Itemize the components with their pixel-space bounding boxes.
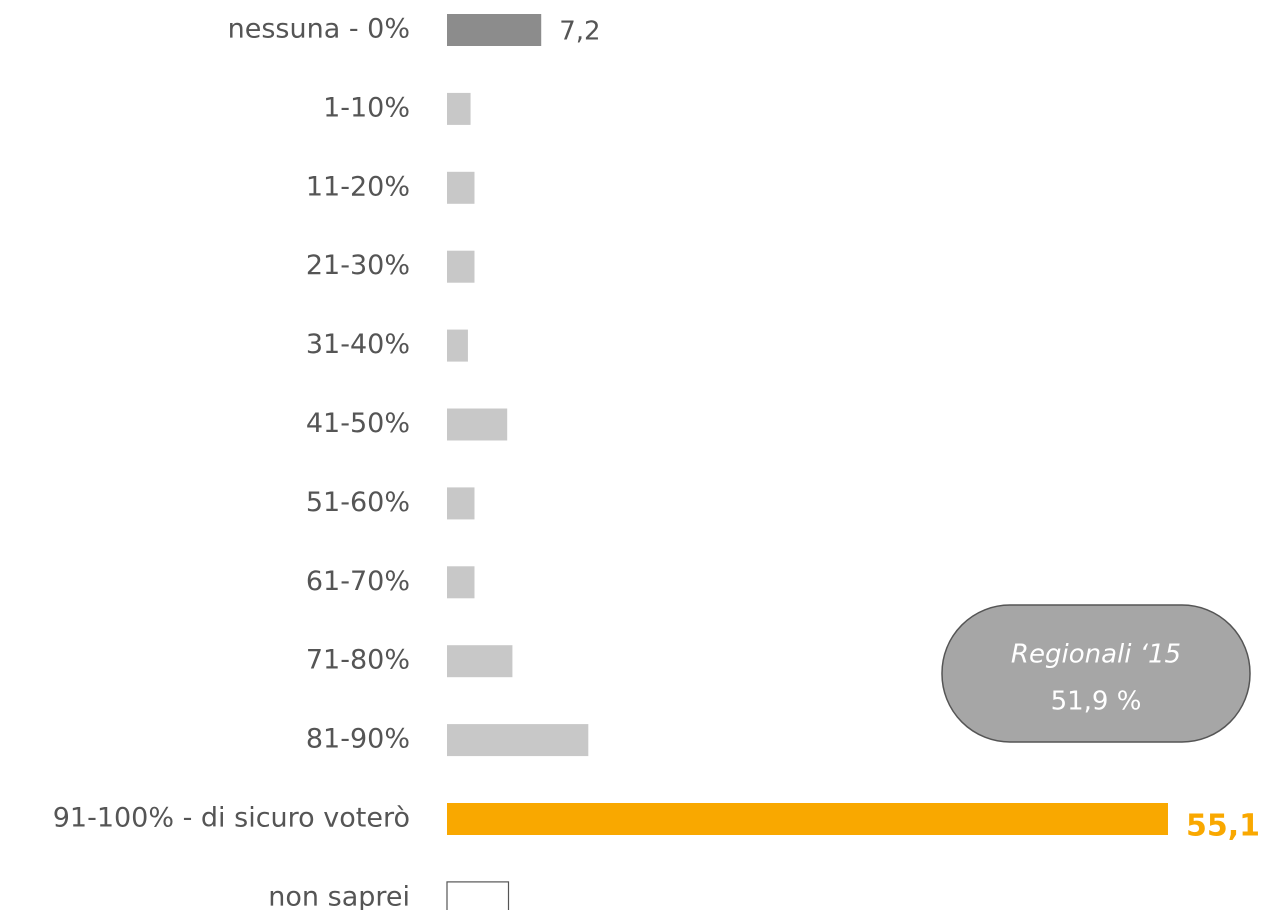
bar xyxy=(447,92,471,125)
annotation-title: Regionali ‘15 xyxy=(1011,640,1181,670)
y-tick-label: 81-90% xyxy=(306,724,410,755)
y-tick-label: 1-10% xyxy=(323,92,410,123)
y-tick-label: 51-60% xyxy=(306,487,410,518)
value-label: 55,1 xyxy=(1186,809,1260,844)
y-tick-label: 91-100% - di sicuro voterò xyxy=(53,803,410,834)
bar xyxy=(447,408,508,441)
bar xyxy=(447,250,475,283)
bar xyxy=(447,803,1168,835)
bar xyxy=(447,14,542,46)
bar xyxy=(447,487,475,520)
bar xyxy=(447,329,468,362)
y-tick-label: 31-40% xyxy=(306,329,410,360)
bar xyxy=(447,645,513,678)
value-label: 7,2 xyxy=(559,17,600,47)
y-tick-label: non saprei xyxy=(268,881,410,910)
y-tick-label: 11-20% xyxy=(306,171,410,202)
bar xyxy=(447,566,475,599)
annotation-bubble xyxy=(941,604,1251,743)
y-tick-label: 21-30% xyxy=(306,250,410,281)
y-tick-label: nessuna - 0% xyxy=(228,14,410,45)
y-tick-label: 61-70% xyxy=(306,566,410,597)
annotation-text: 51,9 % xyxy=(1051,687,1142,717)
y-tick-label: 41-50% xyxy=(306,408,410,439)
bar xyxy=(446,881,510,910)
y-tick-label: 71-80% xyxy=(306,645,410,676)
bar xyxy=(447,171,475,204)
bar xyxy=(447,724,589,757)
